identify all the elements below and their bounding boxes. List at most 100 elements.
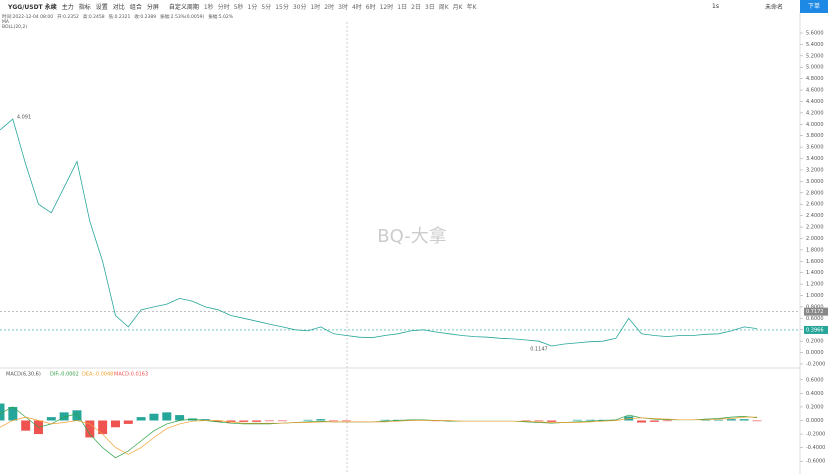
period[interactable]: 3日 [424,4,435,11]
macd-bar [72,410,82,421]
y-tick-label: 2.6000 [806,202,824,208]
y-tick-label: 1.0000 [806,293,824,299]
layout-name[interactable]: 未命名 [764,4,783,11]
indicator: BOLL(20,2) [2,25,28,30]
info-line: 时间:2022-12-04 08:00 开:0.2352 高:0.2458 低:0.2… [2,14,237,30]
indicator-value: DEA:-0.0048 [82,372,113,378]
tool[interactable]: 主力 [61,4,74,11]
macd-bar [649,420,659,422]
y-tick-label: 4.6000 [806,88,824,94]
macd-bar [187,418,197,421]
macd-bar [264,420,274,422]
period[interactable]: 5秒 [233,4,244,11]
macd-bar [46,417,56,421]
tool[interactable]: 设置 [95,4,108,11]
y-tick-label: 3.4000 [806,156,824,162]
y-tick-label: 0.4000 [806,391,824,397]
macd-line [0,416,757,455]
macd-bar [200,419,210,421]
info: 高:0.2458 [82,15,105,20]
period[interactable]: 4时 [351,4,362,11]
price-tag [804,325,828,334]
period[interactable]: 12时 [379,4,394,11]
macd-bar [239,420,249,422]
macd-bar [316,419,326,421]
macd-bar [85,420,95,438]
watermark: BQ-大拿 [377,225,447,247]
y-tick-label: 4.8000 [806,76,824,82]
y-tick-label: -0.4000 [806,445,825,451]
y-tick-label: 1.8000 [806,247,824,253]
indicator-value: MACD:0.0163 [114,372,148,378]
info: 收:0.2389 [134,15,157,20]
y-tick-label: 5.0000 [806,65,824,71]
y-tick-label: 4.2000 [806,110,824,116]
macd-bar [303,419,313,421]
period[interactable]: 1时 [310,4,321,11]
period[interactable]: 1日 [397,4,408,11]
y-tick-label: 2.4000 [806,213,824,219]
period[interactable]: 1秒 [203,4,214,11]
period[interactable]: 周K [438,4,449,11]
tools: 主力 指标 设置 对比 组合 分屏 [62,2,164,11]
period[interactable]: 2时 [324,4,335,11]
macd-bar [136,417,146,421]
macd-bar [175,415,185,421]
y-tick-label: 3.8000 [806,133,824,139]
macd-bar [572,419,582,421]
macd-bar [98,420,108,435]
y-tick-label: 2.8000 [806,190,824,196]
info: 低:0.2321 [108,15,131,20]
y-tick-label: 3.6000 [806,145,824,151]
tool[interactable]: 组合 [129,4,142,11]
macd-bar [110,420,120,428]
y-tick-label: 4.0000 [806,122,824,128]
info: 时间:2022-12-04 08:00 [2,15,54,20]
y-tick-label: 0.6000 [806,377,824,383]
period[interactable]: 1分 [247,4,258,11]
macd-bar [701,419,711,421]
price-tag-label: 0.3966 [806,327,824,333]
macd-bar [341,420,351,422]
period[interactable]: 分时 [217,4,230,11]
period[interactable]: 月K [452,4,463,11]
y-tick-label: 0.2000 [806,339,824,345]
toolbar: YGG/USDT 永续 主力 指标 设置 对比 组合 分屏 自定义周期 1秒 分时 5秒 1分 5… [0,0,828,13]
y-tick-label: 5.2000 [806,53,824,59]
custom-period[interactable]: 自定义周期 [168,4,199,11]
macd-bar [149,413,159,421]
period[interactable]: 2日 [411,4,421,11]
y-tick-label: 0.0000 [806,350,824,356]
macd-bar [226,420,236,423]
info: 开:0.2352 [57,15,79,20]
macd-bar [714,419,723,421]
tool[interactable]: 对比 [112,4,125,11]
y-tick-label: 2.2000 [806,225,824,231]
macd-bar [380,419,390,421]
period[interactable]: 30分 [292,4,307,11]
macd-bar [162,412,172,421]
interval[interactable]: 1s [712,3,719,10]
macd-bar [21,420,31,431]
period[interactable]: 15分 [275,4,289,11]
tool[interactable]: 指标 [78,4,91,11]
macd-bar [534,420,544,422]
info: 振幅:2.53%(0.0059) [160,15,205,20]
period[interactable]: 5分 [261,4,272,11]
period[interactable]: 3时 [338,4,348,11]
y-tick-label: 0.6000 [806,316,824,322]
period[interactable]: 年K [466,4,477,11]
symbol[interactable]: YGG/USDT 永续 [8,4,57,11]
min-label: 0.1147 [530,347,548,353]
y-tick-label: 0.8000 [806,304,824,310]
y-tick-label: 0.2000 [806,404,824,410]
period[interactable]: 6时 [365,4,376,11]
order-button[interactable]: 下单 [800,0,828,13]
macd-bar [277,420,287,422]
tool[interactable]: 分屏 [146,4,159,11]
macd-bar [662,420,672,422]
macd-bar [739,419,749,421]
macd-line [0,406,758,459]
